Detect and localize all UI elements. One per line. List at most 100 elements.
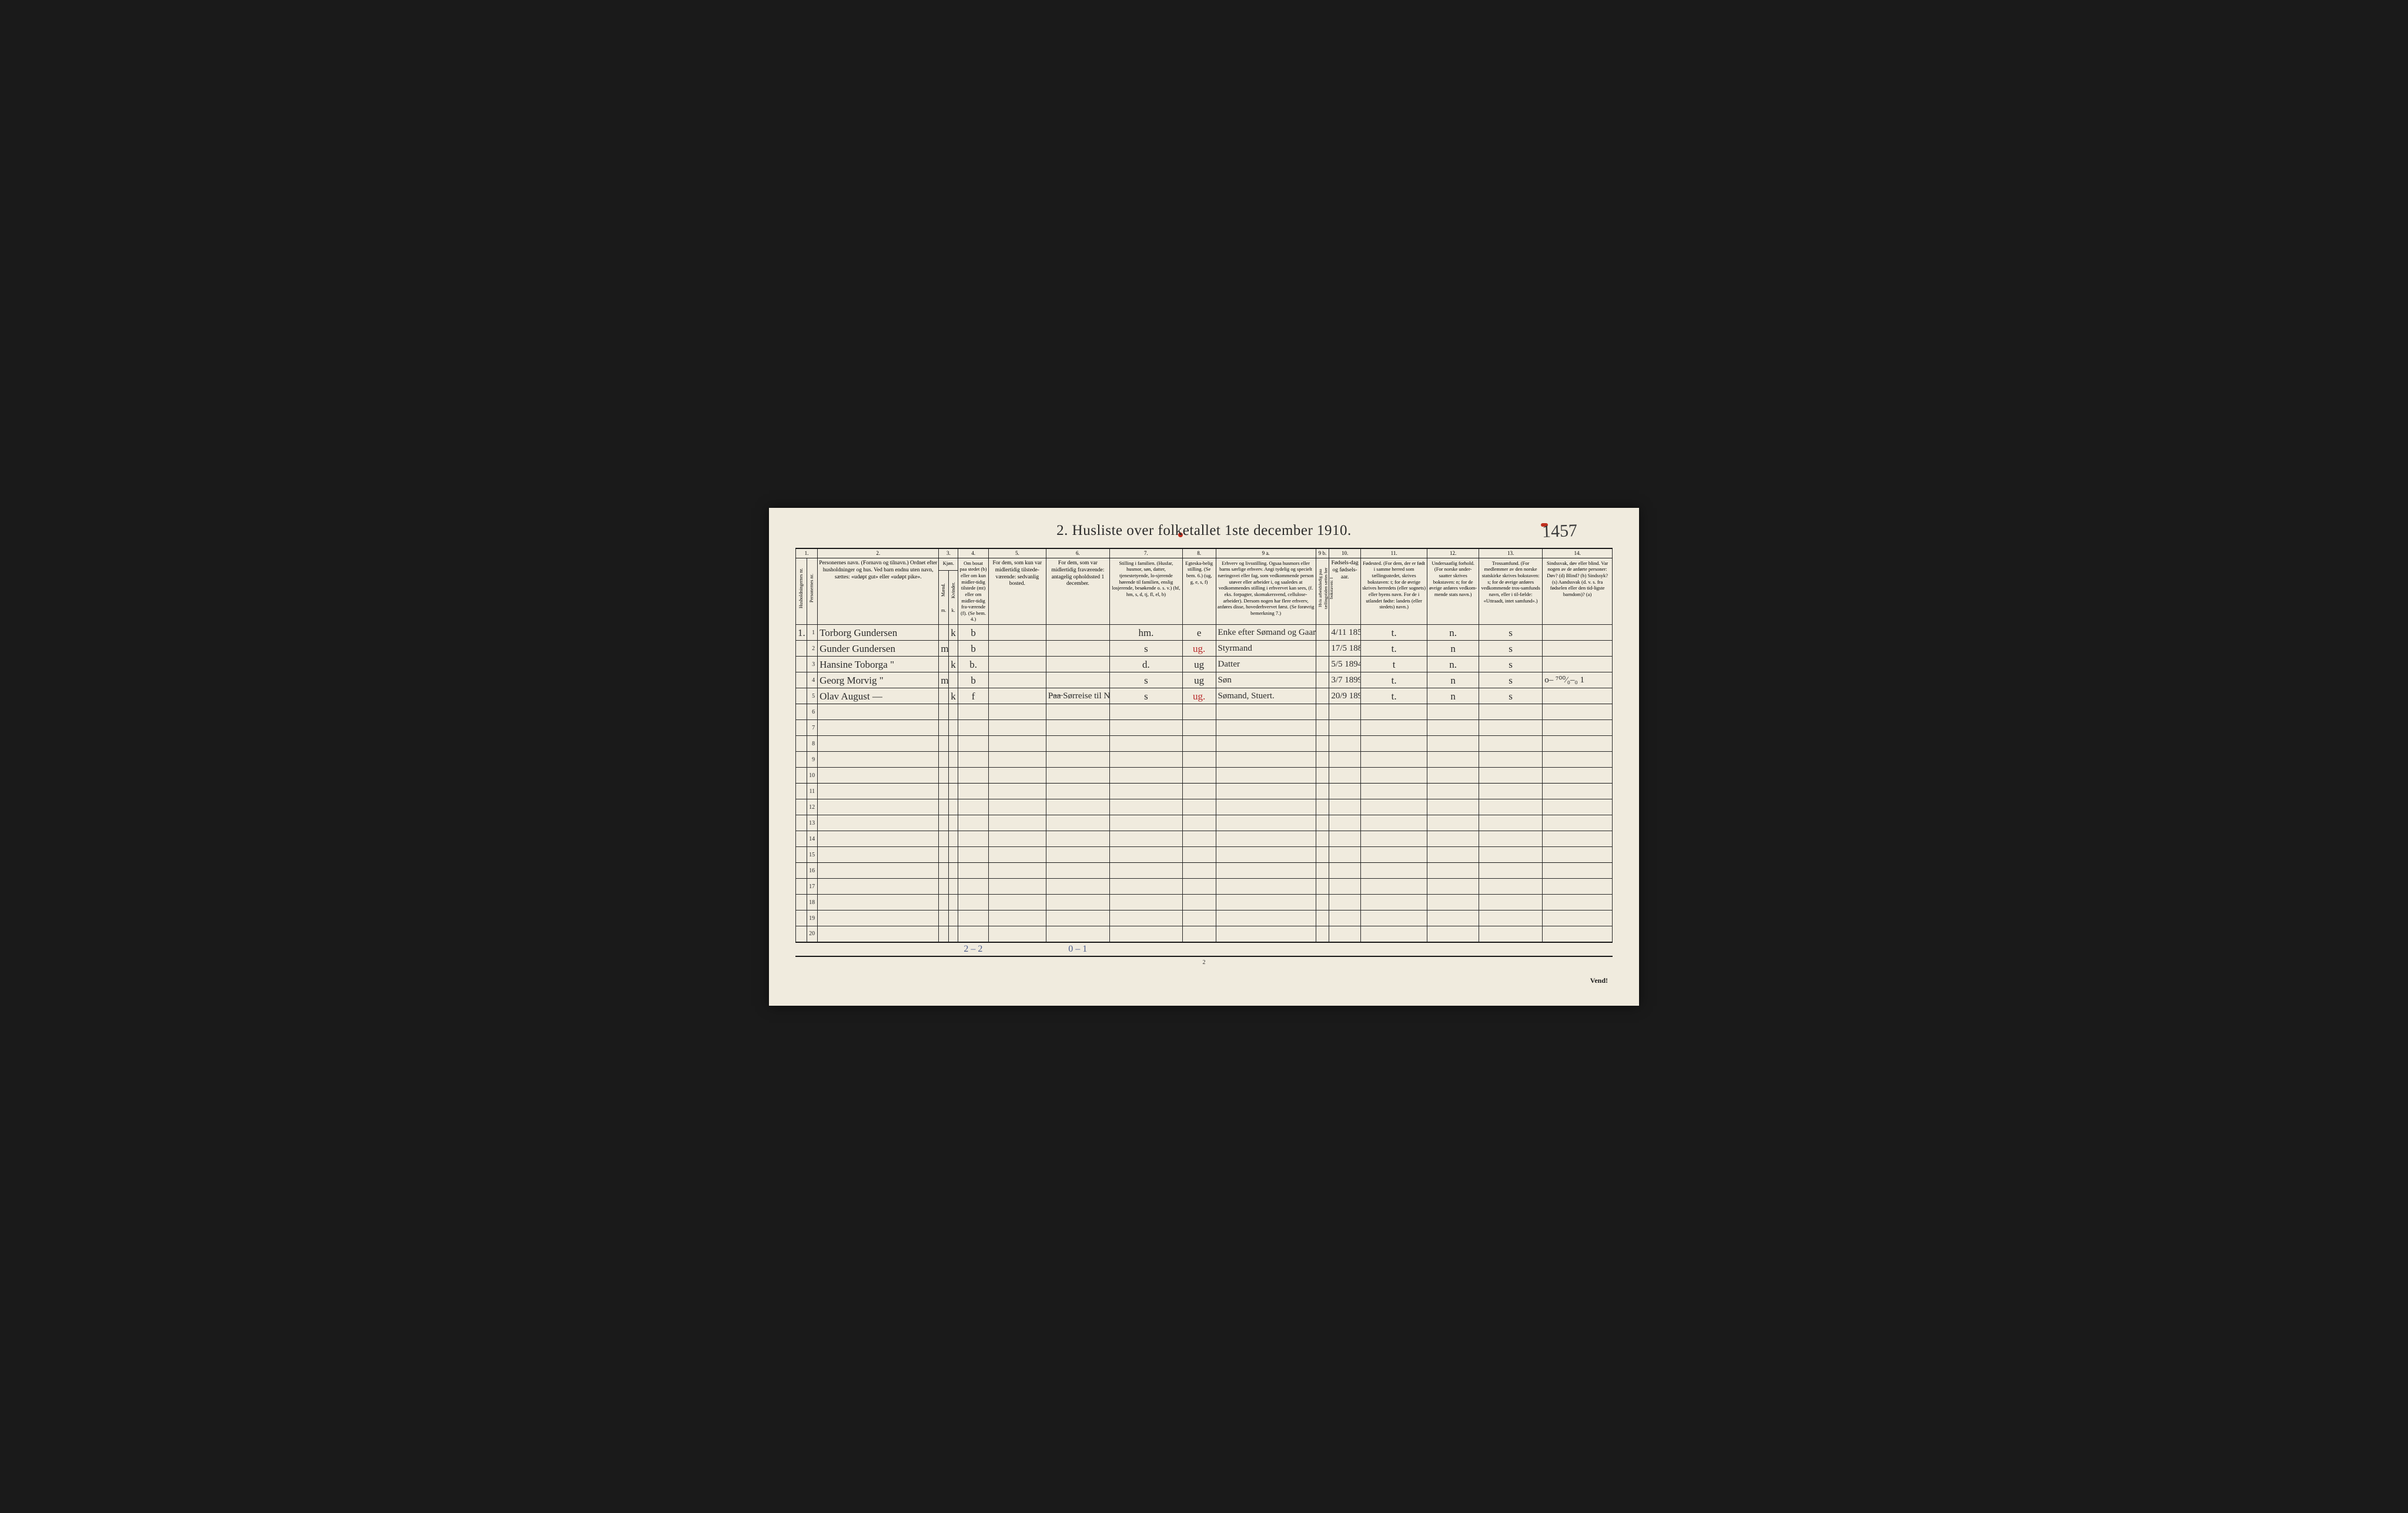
title-row: 2. Husliste over folketallet 1ste decemb… [795, 523, 1613, 539]
cell [1182, 736, 1216, 752]
cell [1110, 847, 1183, 863]
cell [1360, 736, 1427, 752]
table-body: 1.1Torborg Gundersenkbhm.eEnke efter Søm… [796, 625, 1613, 942]
cell [1479, 926, 1542, 942]
cell [818, 815, 939, 831]
cell [1360, 847, 1427, 863]
cell [796, 831, 807, 847]
hdr-unemployed: Hvis arbeidsledig paa tællingstiden sætt… [1316, 558, 1329, 624]
hdr-temp-present: For dem, som kun var midlertidig tilsted… [988, 558, 1046, 624]
cell: 7 [807, 720, 818, 736]
cell [1216, 847, 1316, 863]
cell [796, 879, 807, 895]
cell [948, 641, 958, 657]
cell [1110, 911, 1183, 926]
cell [1216, 736, 1316, 752]
cell: 17/5 1881 [1329, 641, 1361, 657]
cell [1046, 672, 1109, 688]
page-number: 2 [795, 959, 1613, 966]
cell [939, 831, 948, 847]
cell: t. [1360, 672, 1427, 688]
table-row: 8 [796, 736, 1613, 752]
cell [988, 736, 1046, 752]
cell [796, 641, 807, 657]
cell [1046, 879, 1109, 895]
cell [796, 784, 807, 799]
cell [1216, 895, 1316, 911]
cell [1216, 911, 1316, 926]
cell: 8 [807, 736, 818, 752]
hdr-male: Mænd.m. [939, 570, 948, 624]
cell [1543, 657, 1613, 672]
cell [1216, 752, 1316, 768]
cell: 20 [807, 926, 818, 942]
hdr-family-position: Stilling i familien. (Husfar, husmor, sø… [1110, 558, 1183, 624]
hdr-citizenship: Undersaatlig forhold. (For norske under-… [1427, 558, 1479, 624]
cell: 16 [807, 863, 818, 879]
cell [818, 863, 939, 879]
cell [988, 768, 1046, 784]
cell [1360, 863, 1427, 879]
table-row: 6 [796, 704, 1613, 720]
cell [1427, 847, 1479, 863]
column-number-row: 1. 2. 3. 4. 5. 6. 7. 8. 9 a. 9 b. 10. 11… [796, 548, 1613, 558]
cell [796, 752, 807, 768]
cell [988, 879, 1046, 895]
cell [1316, 657, 1329, 672]
cell [948, 847, 958, 863]
cell [1182, 926, 1216, 942]
cell [1046, 784, 1109, 799]
cell [948, 879, 958, 895]
cell [1216, 863, 1316, 879]
colnum: 12. [1427, 548, 1479, 558]
cell [1360, 911, 1427, 926]
cell [1360, 752, 1427, 768]
header-row: Husholdningernes nr. Personernes nr. Per… [796, 558, 1613, 570]
cell [1329, 895, 1361, 911]
table-row: 19 [796, 911, 1613, 926]
cell [1360, 879, 1427, 895]
colnum: 1. [796, 548, 818, 558]
cell [1479, 847, 1542, 863]
cell [1543, 704, 1613, 720]
cell [1182, 784, 1216, 799]
cell [796, 815, 807, 831]
cell: t. [1360, 641, 1427, 657]
cell [939, 736, 948, 752]
table-row: 2Gunder Gundersenmbsug.Styrmand17/5 1881… [796, 641, 1613, 657]
cell [958, 863, 989, 879]
cell [1046, 911, 1109, 926]
hdr-temp-absent: For dem, som var midlertidig fraværende:… [1046, 558, 1109, 624]
cell [1427, 863, 1479, 879]
cell [1110, 879, 1183, 895]
cell [939, 799, 948, 815]
cell: b [958, 641, 989, 657]
cell [1316, 831, 1329, 847]
cell [1182, 895, 1216, 911]
table-row: 14 [796, 831, 1613, 847]
cell [1360, 768, 1427, 784]
cell [796, 863, 807, 879]
cell [1182, 911, 1216, 926]
cell [1543, 736, 1613, 752]
cell [948, 784, 958, 799]
cell [1182, 799, 1216, 815]
cell [988, 926, 1046, 942]
cell [1316, 895, 1329, 911]
cell: b. [958, 657, 989, 672]
cell [939, 895, 948, 911]
cell [1479, 831, 1542, 847]
hdr-occupation: Erhverv og livsstilling. Ogsaa husmors e… [1216, 558, 1316, 624]
table-row: 4Georg Morvig "mbsugSøn3/7 1899t.nso– ⁷⁰… [796, 672, 1613, 688]
hdr-residence: Om bosat paa stedet (b) eller om kun mid… [958, 558, 989, 624]
cell [1316, 799, 1329, 815]
cell [939, 815, 948, 831]
cell [796, 736, 807, 752]
cell [958, 704, 989, 720]
colnum: 10. [1329, 548, 1361, 558]
corner-annotation: 1457 [1541, 520, 1577, 541]
cell [958, 720, 989, 736]
cell: s [1479, 641, 1542, 657]
cell [1316, 704, 1329, 720]
cell [1182, 831, 1216, 847]
